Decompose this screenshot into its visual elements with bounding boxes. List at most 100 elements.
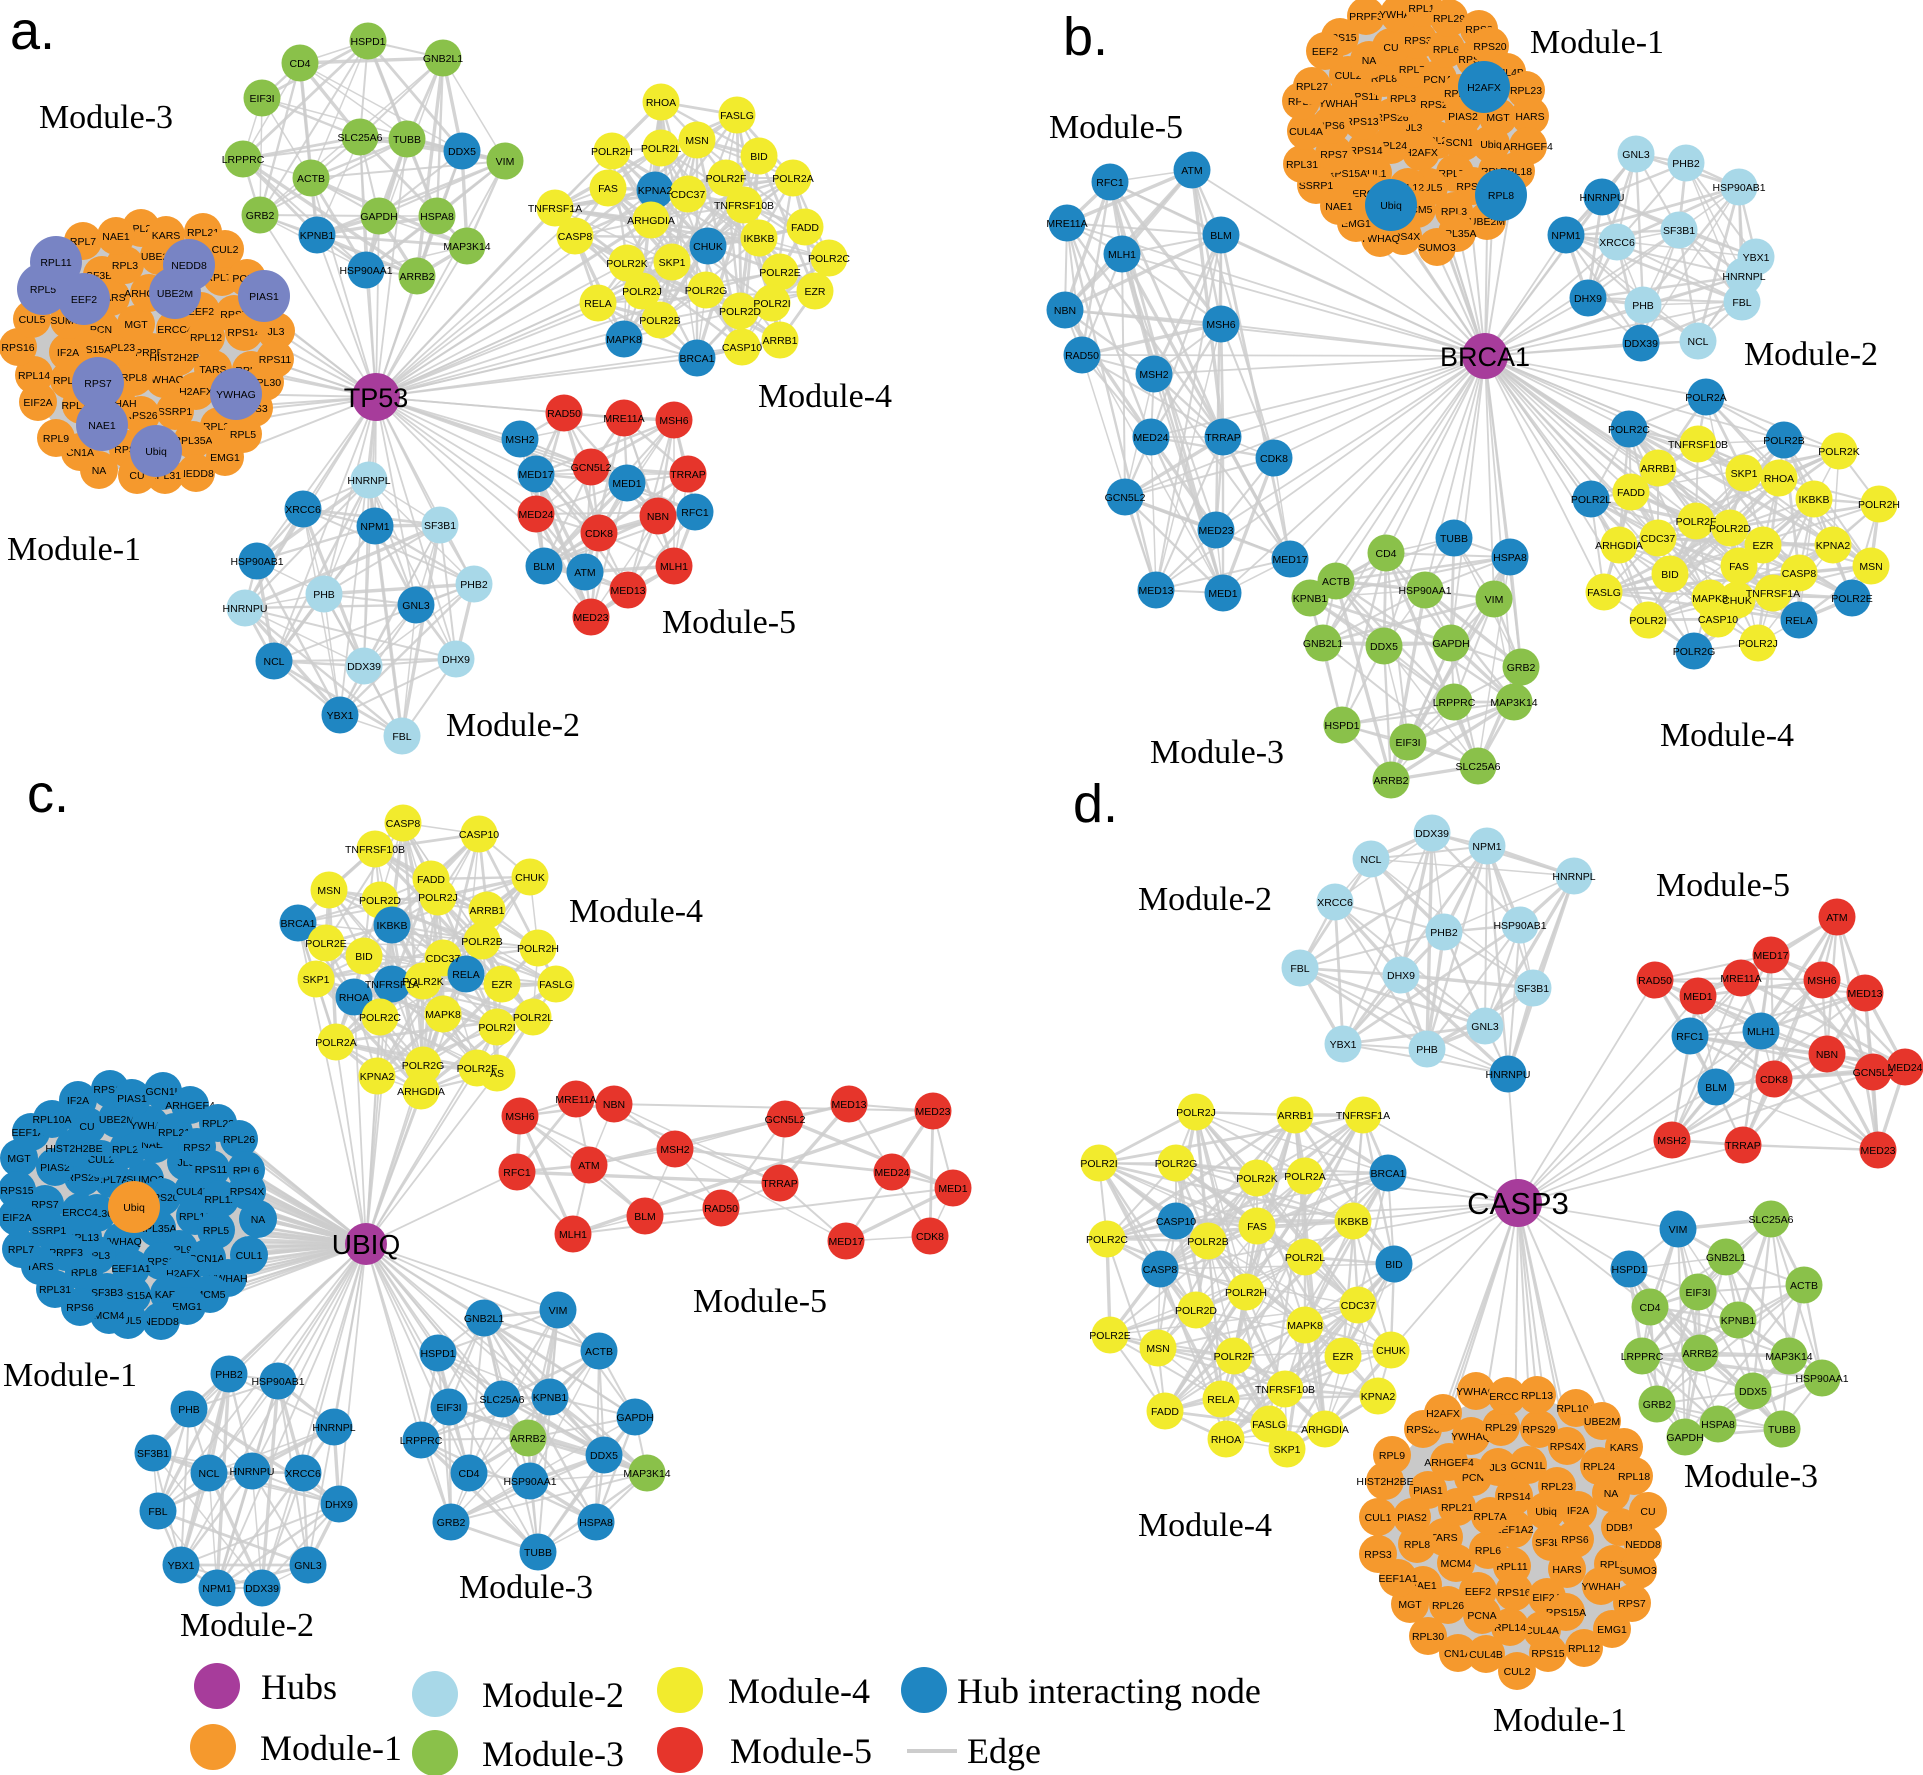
svg-text:HSPA8: HSPA8	[1493, 552, 1527, 564]
svg-text:RPL9: RPL9	[43, 433, 69, 445]
svg-text:PHB2: PHB2	[1430, 927, 1458, 939]
svg-text:RPL23: RPL23	[1541, 1481, 1573, 1493]
svg-text:YWHAQ: YWHAQ	[1360, 233, 1400, 245]
svg-text:YBX1: YBX1	[327, 710, 354, 722]
svg-text:ATM: ATM	[1826, 912, 1847, 924]
svg-text:Ubiq: Ubiq	[145, 446, 167, 458]
svg-text:CDC37: CDC37	[1641, 533, 1676, 545]
svg-text:SSRP1: SSRP1	[1299, 180, 1334, 192]
svg-text:POLR2E: POLR2E	[759, 267, 800, 279]
svg-text:PHB: PHB	[178, 1404, 200, 1416]
svg-text:IF2A: IF2A	[1567, 1505, 1589, 1517]
svg-text:HSP90AB1: HSP90AB1	[1493, 920, 1546, 932]
svg-text:RPS7: RPS7	[84, 378, 112, 390]
svg-text:HSP90AB1: HSP90AB1	[1712, 182, 1765, 194]
svg-text:FADD: FADD	[1151, 1406, 1179, 1418]
svg-text:BID: BID	[750, 151, 768, 163]
svg-text:MED1: MED1	[1208, 588, 1237, 600]
svg-text:EEF2: EEF2	[71, 294, 97, 306]
svg-text:GNL3: GNL3	[402, 600, 430, 612]
svg-text:MSN: MSN	[317, 885, 340, 897]
svg-text:HNRNPU: HNRNPU	[1580, 192, 1625, 204]
svg-text:POLR2H: POLR2H	[591, 146, 633, 158]
svg-text:Module-3: Module-3	[1684, 1458, 1818, 1495]
svg-text:GCN5L2: GCN5L2	[571, 462, 612, 474]
svg-text:BRCA1: BRCA1	[679, 353, 714, 365]
svg-text:EMG1: EMG1	[1597, 1624, 1627, 1636]
svg-text:POLR2E: POLR2E	[305, 938, 346, 950]
svg-text:PCN: PCN	[1462, 1472, 1484, 1484]
svg-text:DHX9: DHX9	[442, 654, 470, 666]
svg-text:RHOA: RHOA	[1764, 473, 1794, 485]
svg-text:RPL8: RPL8	[1488, 190, 1514, 202]
svg-text:Edge: Edge	[967, 1731, 1041, 1771]
svg-text:HSP90AB1: HSP90AB1	[230, 556, 283, 568]
svg-text:YWHAQ: YWHAQ	[144, 374, 184, 386]
svg-text:RPL23: RPL23	[1510, 85, 1542, 97]
svg-text:MAPK8: MAPK8	[425, 1009, 461, 1021]
svg-text:DDX5: DDX5	[448, 146, 476, 158]
svg-text:NEDD8: NEDD8	[143, 1316, 179, 1328]
svg-text:RPS13: RPS13	[1345, 116, 1378, 128]
svg-text:FASLG: FASLG	[539, 979, 573, 991]
svg-text:MSH6: MSH6	[1206, 319, 1235, 331]
svg-text:KPNB1: KPNB1	[1293, 593, 1328, 605]
svg-text:DDX5: DDX5	[590, 1450, 618, 1462]
svg-text:MSH6: MSH6	[1807, 975, 1836, 987]
svg-text:ERCC4: ERCC4	[1489, 1391, 1525, 1403]
svg-text:RPS11: RPS11	[195, 1164, 228, 1176]
svg-text:MED23: MED23	[573, 612, 608, 624]
svg-text:SUMO3: SUMO3	[1619, 1565, 1657, 1577]
svg-text:CN1A: CN1A	[1444, 1648, 1472, 1660]
svg-text:ARRB1: ARRB1	[1277, 1110, 1312, 1122]
svg-text:MSN: MSN	[685, 135, 708, 147]
svg-text:GCN5L2: GCN5L2	[765, 1114, 806, 1126]
svg-text:PHB: PHB	[1632, 300, 1654, 312]
svg-text:EIF3I: EIF3I	[436, 1402, 461, 1414]
svg-text:RPS6: RPS6	[1561, 1534, 1589, 1546]
svg-text:DHX9: DHX9	[1574, 293, 1602, 305]
svg-text:NPM1: NPM1	[202, 1583, 231, 1595]
svg-text:MSN: MSN	[1859, 561, 1882, 573]
svg-text:GRB2: GRB2	[1643, 1399, 1672, 1411]
svg-text:ARHGEF4: ARHGEF4	[165, 1100, 215, 1112]
svg-text:PRPF3: PRPF3	[1349, 11, 1383, 23]
svg-text:MED24: MED24	[874, 1167, 909, 1179]
svg-text:ATM: ATM	[574, 567, 595, 579]
svg-text:MSH2: MSH2	[1139, 369, 1168, 381]
svg-text:MED13: MED13	[831, 1099, 866, 1111]
svg-text:CUL2: CUL2	[212, 244, 239, 256]
svg-text:POLR2A: POLR2A	[772, 173, 813, 185]
svg-text:DDX39: DDX39	[347, 661, 381, 673]
svg-text:Module-2: Module-2	[180, 1607, 314, 1644]
svg-text:b.: b.	[1063, 7, 1108, 67]
svg-text:PHB2: PHB2	[460, 579, 488, 591]
svg-text:RPL24: RPL24	[1583, 1461, 1615, 1473]
svg-text:POLR2H: POLR2H	[1858, 499, 1900, 511]
svg-text:GNL3: GNL3	[1622, 149, 1650, 161]
svg-text:CASP10: CASP10	[459, 829, 499, 841]
svg-text:TNFRSF1A: TNFRSF1A	[365, 979, 419, 991]
svg-text:ATM: ATM	[1181, 165, 1202, 177]
svg-text:SSRP1: SSRP1	[32, 1225, 67, 1237]
svg-text:RPL31: RPL31	[39, 1284, 71, 1296]
svg-text:CDK8: CDK8	[1260, 453, 1288, 465]
svg-text:CHUK: CHUK	[1376, 1345, 1406, 1357]
svg-text:CD4: CD4	[289, 58, 310, 70]
svg-text:RAD50: RAD50	[547, 408, 581, 420]
svg-text:RELA: RELA	[584, 298, 611, 310]
svg-text:SLC25A6: SLC25A6	[480, 1394, 525, 1406]
svg-text:POLR2H: POLR2H	[1225, 1287, 1267, 1299]
svg-text:ACTB: ACTB	[585, 1346, 613, 1358]
svg-text:HSP90AA1: HSP90AA1	[1398, 585, 1451, 597]
svg-text:RPS20: RPS20	[1473, 41, 1506, 53]
svg-text:TRRAP: TRRAP	[1725, 1140, 1761, 1152]
svg-text:SLC25A6: SLC25A6	[1749, 1214, 1794, 1226]
svg-text:RPL31: RPL31	[1286, 159, 1318, 171]
svg-text:CUL2: CUL2	[1504, 1666, 1531, 1678]
svg-text:GCN1L: GCN1L	[145, 1086, 180, 1098]
svg-text:RPS15: RPS15	[1531, 1648, 1564, 1660]
svg-text:MAPK8: MAPK8	[1692, 593, 1728, 605]
svg-text:DDX39: DDX39	[1624, 338, 1658, 350]
svg-text:HSPA8: HSPA8	[1701, 1419, 1735, 1431]
